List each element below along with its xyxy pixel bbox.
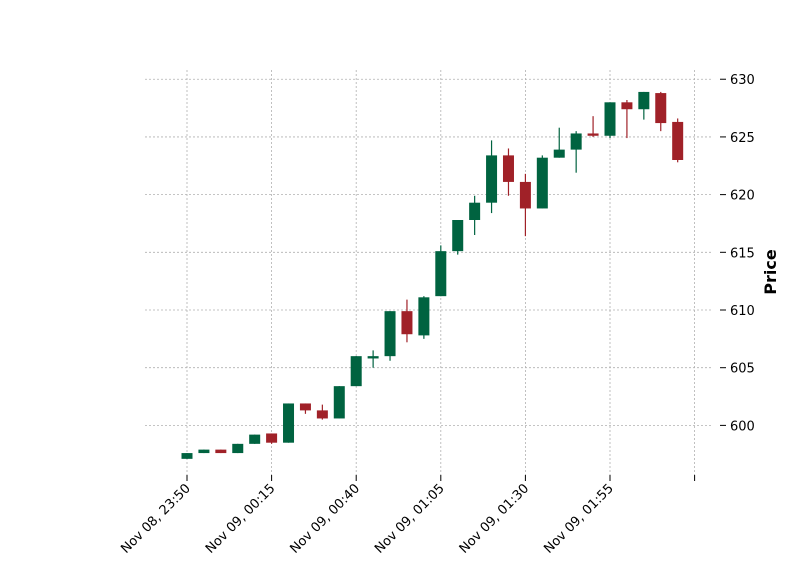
candles: [181, 91, 684, 459]
candle-up: [249, 434, 261, 444]
candle-body: [638, 91, 650, 110]
x-tick-label: Nov 09, 00:15: [203, 481, 279, 557]
candle-up: [367, 350, 379, 368]
candle-down: [316, 404, 328, 420]
candle-up: [536, 155, 548, 209]
candle-up: [283, 403, 295, 443]
candle-body: [469, 202, 481, 220]
candle-body: [249, 434, 261, 444]
x-tick-label: Nov 09, 01:30: [457, 481, 533, 557]
y-tick-label: 615: [730, 246, 755, 261]
candle-body: [316, 410, 328, 419]
candle-body: [367, 356, 379, 359]
candle-down: [266, 433, 278, 444]
candle-body: [621, 102, 633, 110]
candle-body: [604, 102, 616, 136]
candle-down: [519, 173, 531, 237]
candle-body: [435, 251, 447, 297]
candle-body: [215, 449, 227, 454]
candle-body: [519, 181, 531, 209]
candle-body: [655, 93, 667, 124]
y-tick-label: 605: [730, 362, 755, 377]
candle-down: [672, 118, 684, 163]
candle-up: [418, 296, 430, 339]
x-tick-label: Nov 09, 01:55: [541, 481, 617, 557]
candle-down: [587, 116, 599, 137]
candle-body: [502, 155, 514, 182]
candle-body: [452, 220, 464, 252]
candle-up: [570, 131, 582, 173]
candle-down: [621, 100, 633, 139]
candle-body: [553, 149, 565, 158]
y-tick-label: 620: [730, 189, 755, 204]
x-tick-label: Nov 09, 00:40: [288, 481, 364, 557]
candle-up: [333, 386, 345, 419]
candle-body: [384, 311, 396, 357]
candle-body: [401, 311, 413, 335]
candle-up: [232, 443, 244, 454]
candle-body: [181, 453, 193, 459]
candle-up: [198, 449, 210, 454]
candle-up: [553, 127, 565, 158]
candle-up: [435, 245, 447, 297]
candle-up: [181, 453, 193, 459]
candle-up: [469, 195, 481, 235]
candle-up: [384, 311, 396, 361]
y-tick-label: 630: [730, 73, 755, 88]
candle-body: [266, 433, 278, 443]
candle-down: [655, 91, 667, 132]
candle-down: [401, 299, 413, 343]
candle-body: [350, 356, 362, 387]
y-tick-label: 610: [730, 304, 755, 319]
y-axis-title: Price: [761, 249, 780, 295]
candle-body: [672, 121, 684, 160]
candle-body: [418, 297, 430, 336]
x-tick-label: Nov 08, 23:50: [118, 481, 194, 557]
candle-body: [570, 133, 582, 150]
candle-body: [536, 157, 548, 209]
candle-up: [486, 140, 498, 214]
candle-up: [452, 220, 464, 255]
x-tick-label: Nov 09, 01:05: [372, 481, 448, 557]
y-tick-label: 600: [730, 419, 755, 434]
y-tick-label: 625: [730, 131, 755, 146]
candle-down: [502, 148, 514, 196]
candle-body: [333, 386, 345, 419]
candle-down: [299, 403, 311, 414]
candle-up: [604, 102, 616, 139]
candle-body: [232, 443, 244, 454]
candle-body: [486, 155, 498, 203]
candle-body: [299, 403, 311, 411]
grid: [145, 70, 712, 475]
candle-up: [638, 91, 650, 120]
candle-up: [350, 356, 362, 387]
candle-down: [215, 449, 227, 454]
candle-body: [198, 449, 210, 454]
candle-body: [283, 403, 295, 443]
candle-body: [587, 133, 599, 136]
